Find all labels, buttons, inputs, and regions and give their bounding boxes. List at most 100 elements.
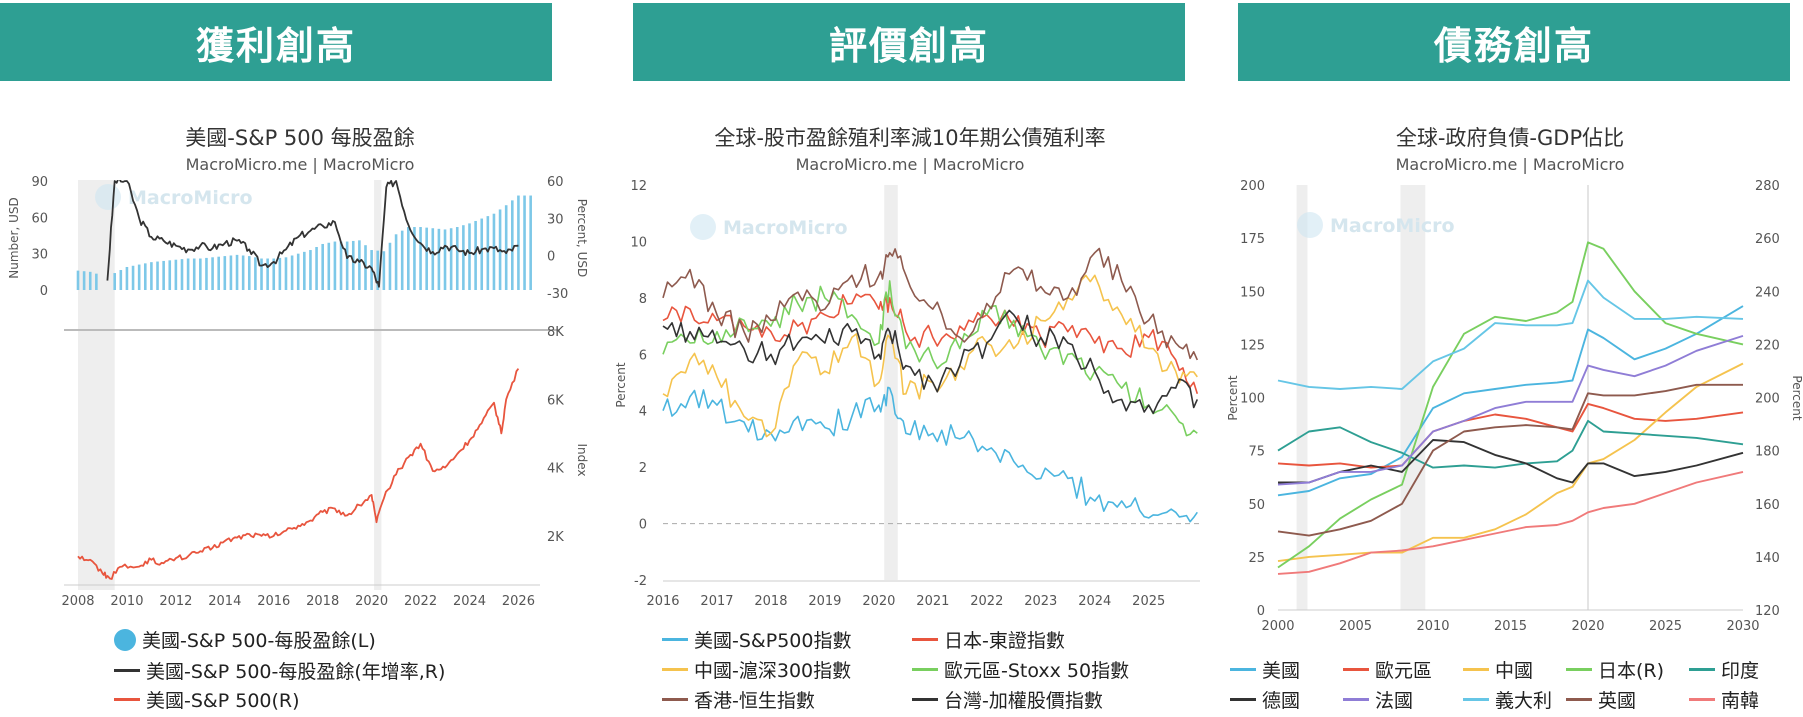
- chart1-legend-2[interactable]: 美國-S&P 500(R): [114, 686, 300, 713]
- eps-bar: [82, 271, 86, 290]
- x-tick: 2025: [1132, 594, 1165, 609]
- eps-bar: [382, 251, 386, 290]
- x-tick: 2010: [110, 594, 143, 609]
- y-tick: 175: [1240, 232, 1265, 247]
- eps-bar: [125, 266, 129, 290]
- legend-line-icon: [1689, 698, 1715, 701]
- chart2-legend-3[interactable]: 歐元區-Stoxx 50指數: [912, 656, 1129, 683]
- y2-tick: 140: [1755, 551, 1780, 566]
- chart2-watermark-logo-icon: [690, 214, 716, 240]
- y-tick: 6: [639, 348, 647, 363]
- eps-bar: [511, 200, 514, 290]
- x-tick: 2010: [1416, 619, 1449, 630]
- banner-debt: 債務創高: [1238, 3, 1790, 81]
- x-tick: 2021: [916, 594, 949, 609]
- chart3-legend-2[interactable]: 中國: [1463, 656, 1533, 683]
- chart3-legend-1[interactable]: 歐元區: [1343, 656, 1432, 683]
- banner-earnings: 獲利創高: [0, 3, 552, 81]
- y-tick: 0: [639, 518, 647, 533]
- eps-bar: [235, 254, 239, 290]
- recession-band: [1296, 185, 1308, 610]
- chart3-legend-6[interactable]: 法國: [1343, 686, 1413, 713]
- legend-label: 日本(R): [1598, 660, 1665, 682]
- legend-line-icon: [114, 669, 140, 672]
- eps-bar: [260, 258, 263, 290]
- chart1-svg: MacroMicro 0 30 60 90 -30 0 30 60 Number, USD Perc…: [7, 175, 589, 609]
- eps-bar: [217, 256, 220, 290]
- eps-bar: [309, 250, 312, 290]
- chart2-legend-1[interactable]: 日本-東證指數: [912, 626, 1065, 653]
- legend-line-icon: [1689, 668, 1715, 671]
- chart2-legend-4[interactable]: 香港-恒生指數: [662, 686, 815, 713]
- chart3-legend-3[interactable]: 日本(R): [1566, 656, 1664, 683]
- y-left-tick: 0: [40, 284, 48, 299]
- chart3-legend-0[interactable]: 美國: [1230, 656, 1300, 683]
- x-tick: 2005: [1339, 619, 1372, 630]
- eps-bar: [358, 240, 361, 290]
- eps-bar: [333, 241, 337, 290]
- eps-bar: [180, 259, 184, 290]
- legend-label: 法國: [1375, 690, 1414, 712]
- eps-growth-line: [106, 180, 519, 288]
- chart3-legend-8[interactable]: 英國: [1566, 686, 1636, 713]
- eps-bar: [272, 258, 276, 290]
- legend-label: 歐元區-Stoxx 50指數: [944, 660, 1130, 682]
- series-line-8: [1277, 383, 1743, 537]
- eps-bar: [290, 255, 294, 290]
- x-tick: 2012: [159, 594, 192, 609]
- chart1-watermark-logo-icon: [95, 184, 121, 210]
- eps-bar: [205, 257, 208, 290]
- legend-line-icon: [1230, 698, 1256, 701]
- chart3-legend-7[interactable]: 義大利: [1463, 686, 1552, 713]
- x-tick: 2024: [1078, 594, 1111, 609]
- eps-bar: [315, 247, 318, 290]
- recession-band: [1400, 185, 1426, 610]
- series-line-5: [662, 309, 1199, 415]
- y2-tick: 120: [1755, 604, 1780, 619]
- y-tick: 0: [1257, 604, 1265, 619]
- eps-bar: [76, 270, 80, 290]
- chart3-legend-4[interactable]: 印度: [1689, 656, 1759, 683]
- legend-label: 南韓: [1721, 690, 1760, 712]
- eps-bar: [443, 229, 447, 290]
- eps-bar: [339, 241, 343, 290]
- eps-bar: [266, 258, 269, 290]
- eps-bar: [223, 256, 227, 290]
- y-left-tick: 90: [31, 175, 48, 190]
- chart3-watermark: MacroMicro: [1330, 215, 1455, 237]
- x-tick: 2020: [1571, 619, 1604, 630]
- chart2-watermark: MacroMicro: [723, 217, 848, 239]
- chart1-title: 美國-S&P 500 每股盈餘: [185, 126, 415, 150]
- y-tick: -2: [634, 574, 647, 589]
- chart1-legend-0[interactable]: 美國-S&P 500-每股盈餘(L): [114, 626, 376, 653]
- series-line-3: [662, 280, 1198, 437]
- legend-line-icon: [1230, 668, 1256, 671]
- x-tick: 2014: [208, 594, 241, 609]
- chart2-legend-2[interactable]: 中國-滬深300指數: [662, 656, 851, 683]
- chart1-legend-1[interactable]: 美國-S&P 500-每股盈餘(年增率,R): [114, 657, 445, 684]
- eps-bar: [229, 255, 233, 290]
- y-right-tick: 30: [547, 212, 564, 227]
- chart1-subtitle: MacroMicro.me | MacroMicro: [185, 155, 415, 174]
- chart3-legend-5[interactable]: 德國: [1230, 686, 1300, 713]
- chart3-legend-9[interactable]: 南韓: [1689, 686, 1759, 713]
- y-label: Percent: [1226, 375, 1240, 420]
- y-tick: 50: [1248, 498, 1265, 513]
- legend-label: 德國: [1262, 690, 1301, 712]
- legend-label: 台灣-加權股價指數: [944, 690, 1103, 712]
- eps-bar: [143, 263, 147, 290]
- series-line-2: [662, 274, 1198, 438]
- chart2-legend-5[interactable]: 台灣-加權股價指數: [912, 686, 1103, 713]
- y-tick: 12: [630, 179, 647, 194]
- x-tick: 2017: [700, 594, 733, 609]
- y-left-tick: 30: [31, 248, 48, 263]
- legend-label: 美國-S&P 500-每股盈餘(年增率,R): [146, 661, 446, 683]
- y-tick: 2: [639, 461, 647, 476]
- eps-bar: [95, 273, 98, 290]
- eps-bar: [468, 223, 471, 290]
- eps-bar: [303, 251, 306, 290]
- legend-label: 美國-S&P 500-每股盈餘(L): [142, 630, 376, 652]
- chart2-legend-0[interactable]: 美國-S&P500指數: [662, 626, 851, 653]
- x-tick: 2022: [970, 594, 1003, 609]
- series-line-3: [1277, 241, 1744, 569]
